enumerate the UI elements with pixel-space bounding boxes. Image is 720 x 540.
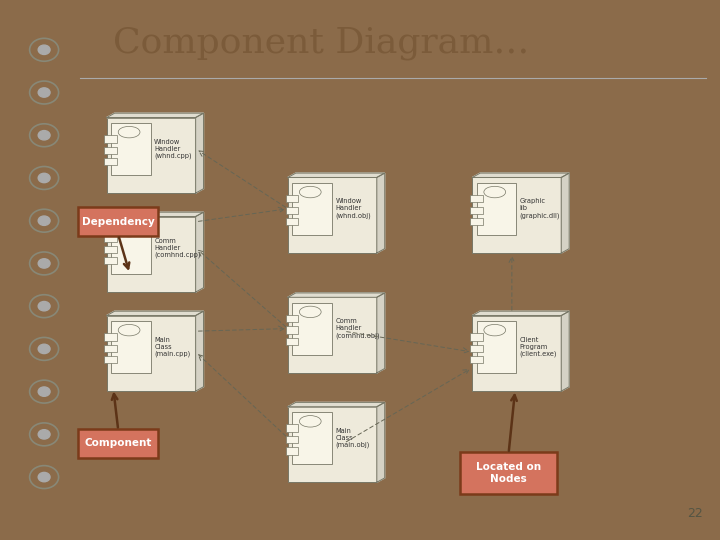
Bar — [288, 298, 377, 373]
Bar — [286, 195, 298, 202]
Bar — [286, 315, 298, 322]
Bar — [107, 315, 196, 391]
Bar — [286, 424, 298, 432]
Bar — [292, 412, 332, 464]
Polygon shape — [377, 293, 384, 373]
Bar — [107, 118, 196, 193]
FancyBboxPatch shape — [461, 452, 557, 494]
Bar — [104, 135, 117, 143]
Bar — [472, 315, 562, 391]
Polygon shape — [196, 212, 204, 292]
Polygon shape — [107, 311, 204, 315]
Ellipse shape — [118, 225, 140, 237]
Bar — [286, 207, 298, 214]
Bar — [477, 183, 516, 235]
Bar — [470, 333, 482, 341]
Bar — [104, 246, 117, 253]
Ellipse shape — [300, 416, 321, 427]
Bar — [470, 195, 482, 202]
Text: Client
Program
(client.exe): Client Program (client.exe) — [520, 336, 557, 357]
Polygon shape — [288, 402, 384, 407]
Bar — [288, 407, 377, 482]
Polygon shape — [377, 402, 384, 482]
Circle shape — [38, 387, 50, 396]
Text: Located on
Nodes: Located on Nodes — [476, 462, 541, 484]
Text: Graphic
lib
(graphic.dll): Graphic lib (graphic.dll) — [520, 199, 560, 219]
Polygon shape — [377, 173, 384, 253]
Polygon shape — [472, 311, 570, 315]
Bar — [477, 321, 516, 373]
Circle shape — [38, 344, 50, 354]
Bar — [112, 123, 151, 175]
Circle shape — [38, 88, 50, 97]
Bar — [104, 234, 117, 241]
Bar — [107, 217, 196, 292]
Text: Window
Handler
(whnd.cpp): Window Handler (whnd.cpp) — [154, 139, 192, 159]
Polygon shape — [196, 113, 204, 193]
Polygon shape — [107, 212, 204, 217]
Ellipse shape — [300, 186, 321, 198]
Circle shape — [38, 173, 50, 183]
Bar — [104, 356, 117, 363]
Bar — [104, 147, 117, 154]
Bar — [286, 338, 298, 345]
Polygon shape — [196, 311, 204, 391]
Circle shape — [38, 216, 50, 225]
Ellipse shape — [118, 126, 140, 138]
Polygon shape — [107, 113, 204, 118]
Bar — [470, 345, 482, 352]
Text: Comm
Handler
(comhnd.obj): Comm Handler (comhnd.obj) — [336, 318, 380, 339]
Text: 22: 22 — [687, 507, 703, 520]
Bar — [286, 218, 298, 225]
Bar — [472, 178, 562, 253]
Bar — [286, 447, 298, 455]
Polygon shape — [562, 173, 570, 253]
Ellipse shape — [300, 306, 321, 318]
Bar — [104, 345, 117, 352]
Text: Dependency: Dependency — [82, 217, 155, 227]
Text: Main
Class
(main.cpp): Main Class (main.cpp) — [154, 336, 190, 357]
Circle shape — [38, 472, 50, 482]
Ellipse shape — [118, 325, 140, 336]
FancyBboxPatch shape — [78, 207, 158, 237]
Text: Window
Handler
(whnd.obj): Window Handler (whnd.obj) — [336, 199, 371, 219]
Circle shape — [38, 131, 50, 140]
Circle shape — [38, 45, 50, 55]
Bar — [286, 327, 298, 334]
Circle shape — [38, 259, 50, 268]
Bar — [288, 178, 377, 253]
Text: Component: Component — [84, 438, 152, 448]
Polygon shape — [562, 311, 570, 391]
Text: Main
Class
(main.obj): Main Class (main.obj) — [336, 428, 369, 448]
Text: Component Diagram…: Component Diagram… — [113, 26, 530, 60]
Bar — [112, 222, 151, 274]
Bar — [470, 218, 482, 225]
Bar — [470, 356, 482, 363]
Bar — [286, 436, 298, 443]
Bar — [104, 158, 117, 165]
Bar — [104, 333, 117, 341]
Bar — [292, 183, 332, 235]
FancyBboxPatch shape — [78, 429, 158, 458]
Bar — [470, 207, 482, 214]
Polygon shape — [288, 173, 384, 178]
Polygon shape — [472, 173, 570, 178]
Text: Comm
Handler
(comhnd.cpp): Comm Handler (comhnd.cpp) — [154, 238, 201, 258]
Polygon shape — [288, 293, 384, 298]
Bar — [112, 321, 151, 373]
Circle shape — [38, 301, 50, 311]
Bar — [292, 302, 332, 355]
Circle shape — [38, 430, 50, 439]
Ellipse shape — [484, 186, 505, 198]
Bar — [104, 257, 117, 265]
Ellipse shape — [484, 325, 505, 336]
